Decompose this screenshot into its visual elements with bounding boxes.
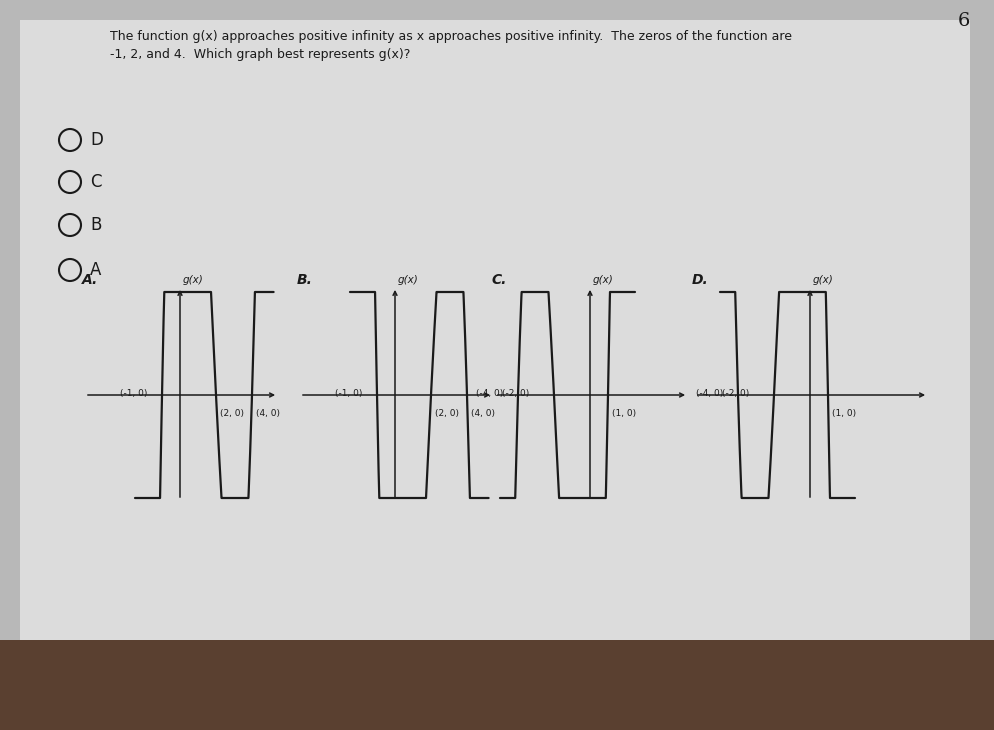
- Text: (2, 0): (2, 0): [220, 409, 244, 418]
- Text: D.: D.: [691, 273, 708, 287]
- Text: (-2, 0): (-2, 0): [502, 389, 529, 398]
- Text: (4, 0): (4, 0): [255, 409, 279, 418]
- Text: (4, 0): (4, 0): [470, 409, 494, 418]
- Text: (-4, 0): (-4, 0): [475, 389, 503, 398]
- Text: (-2, 0): (-2, 0): [722, 389, 748, 398]
- Text: (1, 0): (1, 0): [611, 409, 635, 418]
- Text: C: C: [89, 173, 101, 191]
- Text: B.: B.: [296, 273, 312, 287]
- Text: g(x): g(x): [812, 275, 833, 285]
- Text: (-1, 0): (-1, 0): [335, 389, 362, 398]
- Text: B: B: [89, 216, 101, 234]
- Text: g(x): g(x): [398, 275, 418, 285]
- FancyBboxPatch shape: [0, 640, 994, 730]
- Text: (-4, 0): (-4, 0): [695, 389, 723, 398]
- Text: (2, 0): (2, 0): [434, 409, 458, 418]
- Text: g(x): g(x): [183, 275, 204, 285]
- Text: (1, 0): (1, 0): [831, 409, 855, 418]
- Text: D: D: [89, 131, 102, 149]
- Text: A: A: [89, 261, 101, 279]
- Text: 6: 6: [957, 12, 969, 30]
- Text: A.: A.: [82, 273, 98, 287]
- FancyBboxPatch shape: [20, 20, 969, 640]
- Text: (-1, 0): (-1, 0): [120, 389, 147, 398]
- Text: The function g(x) approaches positive infinity as x approaches positive infinity: The function g(x) approaches positive in…: [110, 30, 791, 43]
- Text: C.: C.: [491, 273, 507, 287]
- Text: -1, 2, and 4.  Which graph best represents g(x)?: -1, 2, and 4. Which graph best represent…: [110, 48, 410, 61]
- Text: g(x): g(x): [592, 275, 613, 285]
